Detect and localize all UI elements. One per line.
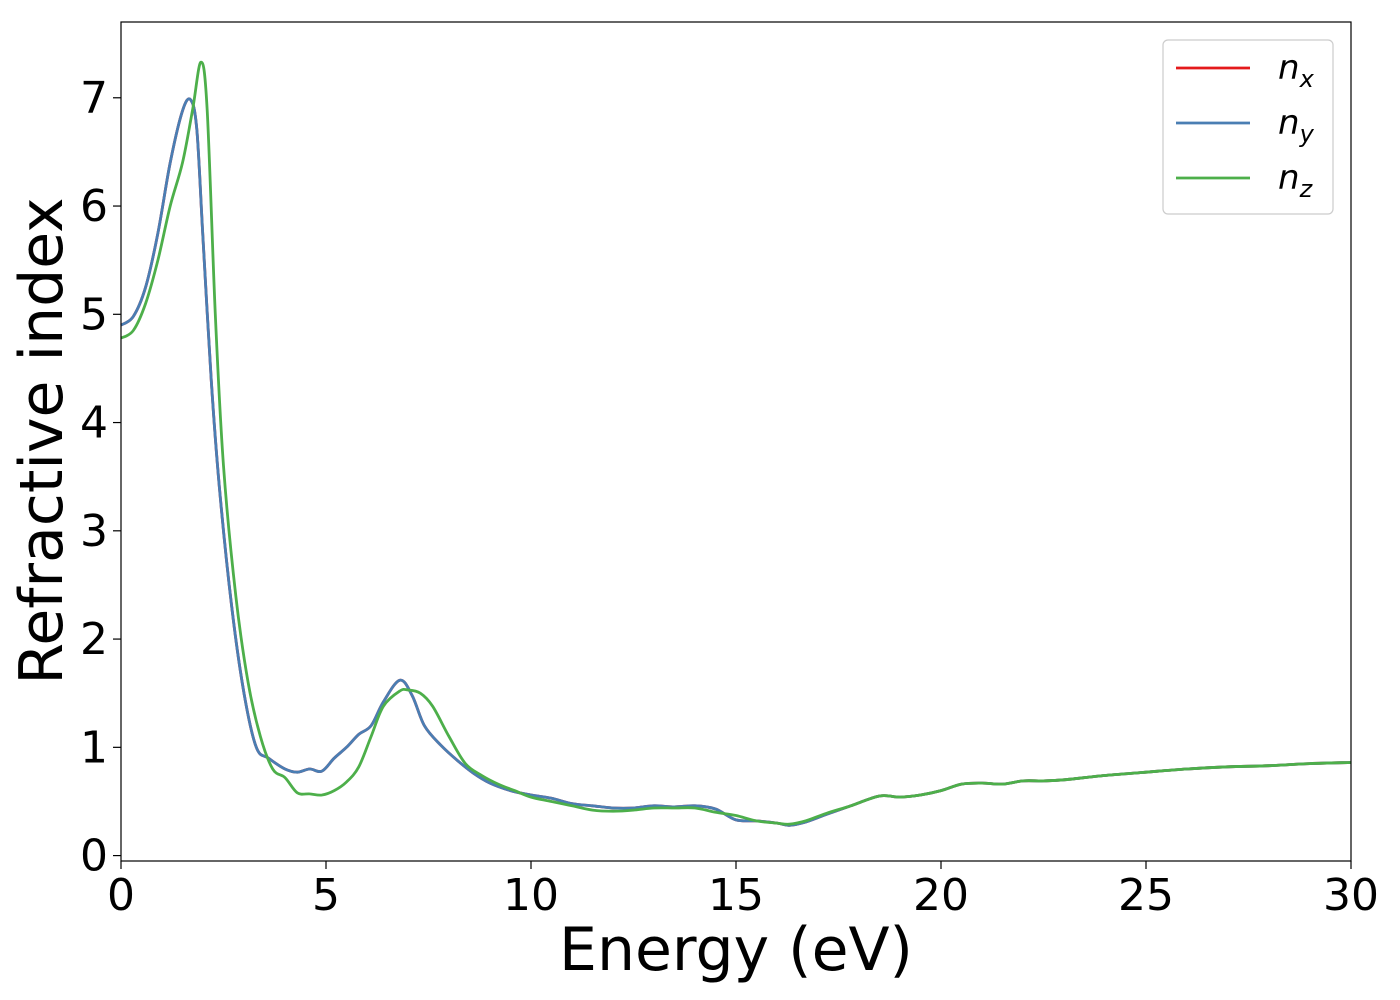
y-tick-label: 2 [80, 614, 108, 665]
x-tick-label: 15 [708, 870, 764, 921]
x-tick-label: 0 [107, 870, 135, 921]
y-tick-label: 0 [80, 831, 108, 882]
y-tick-label: 4 [80, 398, 108, 449]
y-axis-label: Refractive index [7, 197, 77, 684]
legend-label-ny: ny [1278, 103, 1315, 148]
y-tick-label: 1 [80, 722, 108, 773]
x-tick-label: 30 [1323, 870, 1379, 921]
x-tick-label: 5 [312, 870, 340, 921]
y-tick-label: 6 [80, 181, 108, 232]
plot-background [121, 22, 1351, 861]
y-tick-label: 3 [80, 506, 108, 557]
y-axis-ticks: 0 1 2 3 4 5 6 7 [80, 73, 121, 882]
x-tick-label: 20 [913, 870, 969, 921]
y-tick-label: 5 [80, 289, 108, 340]
legend-box [1162, 39, 1334, 215]
series-line-nz [120, 60, 1352, 826]
x-axis-ticks: 0 5 10 15 20 25 30 [107, 861, 1379, 921]
x-tick-label: 10 [503, 870, 559, 921]
series-layer [120, 60, 1352, 827]
x-axis-label: Energy (eV) [559, 915, 913, 985]
y-tick-label: 7 [80, 73, 108, 124]
x-tick-label: 25 [1118, 870, 1174, 921]
